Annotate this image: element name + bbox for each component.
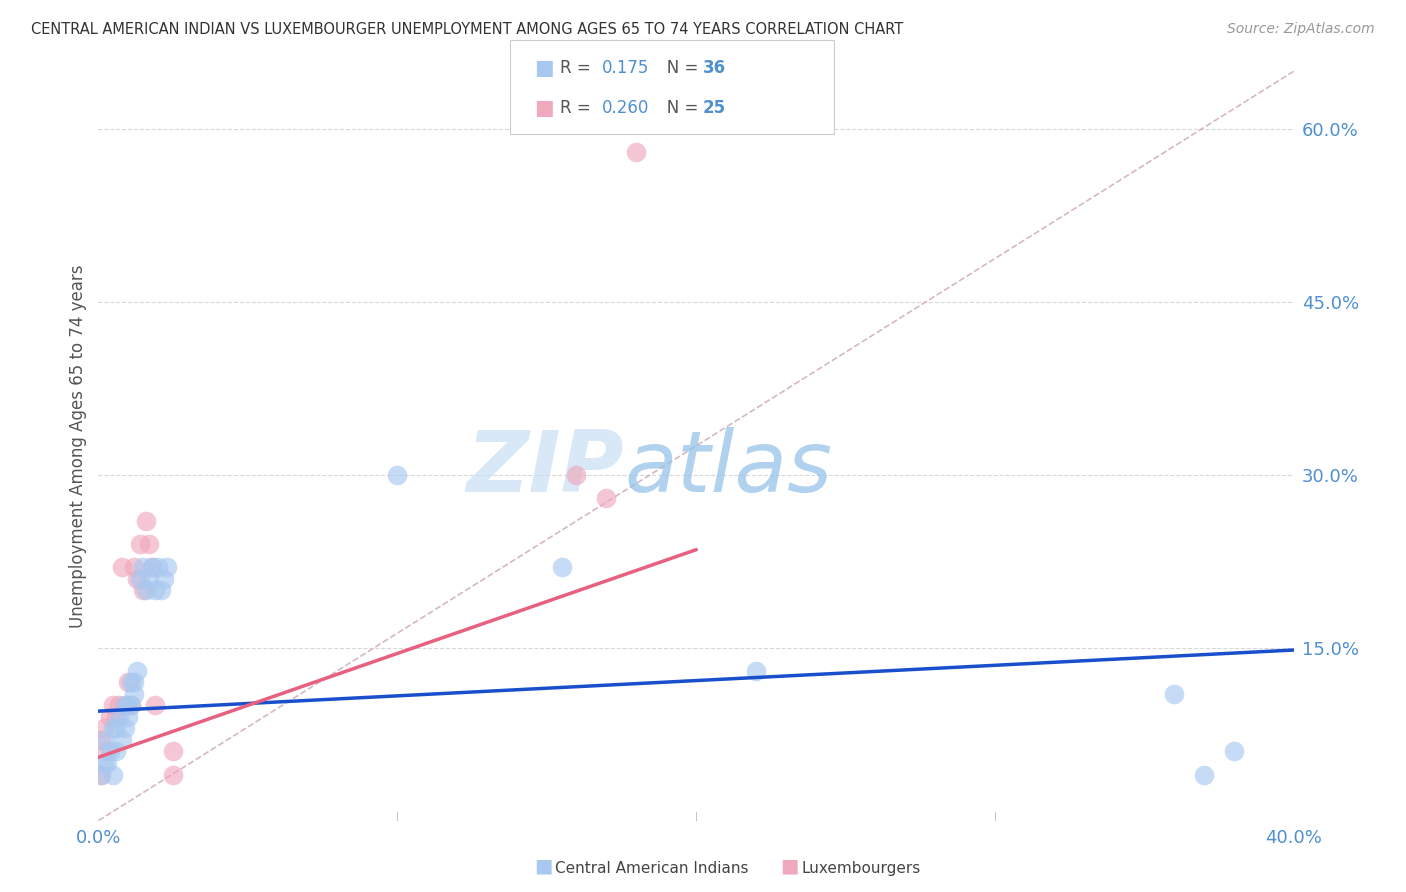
- Text: R =: R =: [560, 99, 596, 117]
- Point: [98, 744, 122, 758]
- Point: [162, 744, 184, 758]
- Point: [156, 560, 179, 574]
- Point: [132, 560, 155, 574]
- Point: [550, 560, 572, 574]
- Point: [103, 698, 125, 713]
- Point: [90, 767, 112, 781]
- Point: [120, 698, 142, 713]
- Point: [745, 664, 768, 678]
- Point: [153, 572, 176, 586]
- Text: 25: 25: [703, 99, 725, 117]
- Point: [105, 722, 128, 736]
- Point: [117, 675, 139, 690]
- Text: ■: ■: [534, 98, 554, 118]
- Text: N =: N =: [651, 99, 703, 117]
- Point: [111, 733, 134, 747]
- Point: [120, 675, 142, 690]
- Point: [626, 145, 648, 159]
- Point: [143, 698, 166, 713]
- Point: [105, 710, 128, 724]
- Text: 0.260: 0.260: [602, 99, 650, 117]
- Point: [114, 722, 136, 736]
- Point: [124, 687, 146, 701]
- Text: CENTRAL AMERICAN INDIAN VS LUXEMBOURGER UNEMPLOYMENT AMONG AGES 65 TO 74 YEARS C: CENTRAL AMERICAN INDIAN VS LUXEMBOURGER …: [31, 22, 903, 37]
- Point: [143, 583, 166, 598]
- Text: R =: R =: [560, 60, 596, 78]
- Point: [138, 572, 160, 586]
- Point: [127, 664, 149, 678]
- Point: [385, 467, 409, 482]
- Point: [135, 583, 157, 598]
- Point: [114, 698, 136, 713]
- Point: [148, 560, 170, 574]
- Point: [117, 698, 139, 713]
- Text: Luxembourgers: Luxembourgers: [801, 861, 921, 876]
- Text: ■: ■: [780, 857, 799, 876]
- Point: [1192, 767, 1215, 781]
- Point: [565, 467, 588, 482]
- Point: [124, 560, 146, 574]
- Point: [90, 733, 112, 747]
- Point: [103, 767, 125, 781]
- Point: [141, 560, 163, 574]
- Text: ■: ■: [534, 857, 553, 876]
- Text: Central American Indians: Central American Indians: [555, 861, 749, 876]
- Point: [1163, 687, 1185, 701]
- Point: [96, 756, 118, 770]
- Point: [93, 756, 115, 770]
- Text: atlas: atlas: [624, 427, 832, 510]
- Point: [150, 583, 173, 598]
- Point: [141, 560, 163, 574]
- Text: ■: ■: [534, 58, 554, 78]
- Point: [103, 722, 125, 736]
- Point: [108, 710, 131, 724]
- Point: [105, 744, 128, 758]
- Point: [132, 583, 155, 598]
- Point: [117, 710, 139, 724]
- Text: ZIP: ZIP: [467, 427, 624, 510]
- Point: [127, 572, 149, 586]
- Text: 0.175: 0.175: [602, 60, 650, 78]
- Point: [124, 675, 146, 690]
- Text: N =: N =: [651, 60, 703, 78]
- Point: [129, 572, 152, 586]
- Text: 36: 36: [703, 60, 725, 78]
- Point: [90, 767, 112, 781]
- Point: [120, 698, 142, 713]
- Point: [111, 560, 134, 574]
- Point: [162, 767, 184, 781]
- Y-axis label: Unemployment Among Ages 65 to 74 years: Unemployment Among Ages 65 to 74 years: [69, 264, 87, 628]
- Point: [93, 733, 115, 747]
- Point: [108, 698, 131, 713]
- Point: [135, 514, 157, 528]
- Point: [93, 722, 115, 736]
- Point: [96, 744, 118, 758]
- Point: [114, 698, 136, 713]
- Point: [595, 491, 617, 505]
- Point: [129, 537, 152, 551]
- Point: [138, 537, 160, 551]
- Point: [98, 710, 122, 724]
- Point: [1223, 744, 1246, 758]
- Text: Source: ZipAtlas.com: Source: ZipAtlas.com: [1227, 22, 1375, 37]
